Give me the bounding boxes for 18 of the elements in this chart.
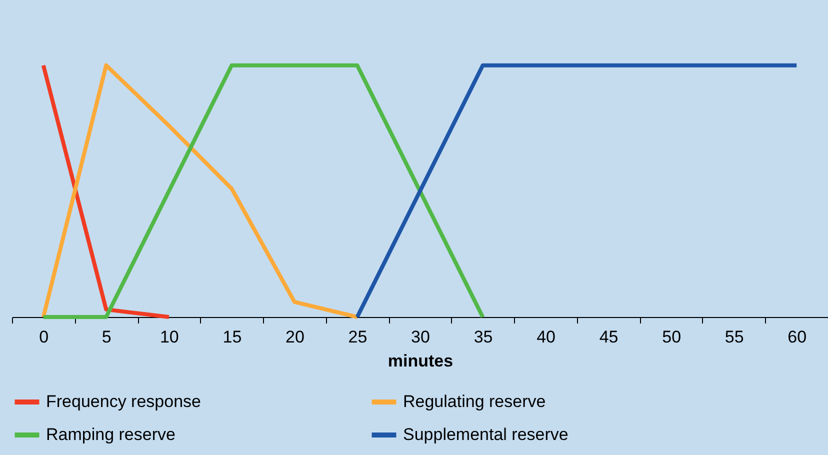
x-tick-label: 20 bbox=[286, 328, 304, 346]
legend-label: Ramping reserve bbox=[46, 425, 176, 444]
x-tick-label: 50 bbox=[662, 328, 682, 346]
legend-label: Supplemental reserve bbox=[403, 425, 568, 444]
x-tick-label: 60 bbox=[788, 328, 807, 346]
x-tick-label: 25 bbox=[348, 328, 368, 346]
x-tick-label: 55 bbox=[724, 328, 744, 346]
x-tick-label: 35 bbox=[474, 328, 493, 346]
x-tick-label: 30 bbox=[411, 328, 430, 346]
x-tick-label: 15 bbox=[222, 328, 242, 346]
x-axis-title: minutes bbox=[388, 352, 454, 370]
x-tick-label: 40 bbox=[536, 328, 556, 346]
x-tick-label: 5 bbox=[102, 328, 112, 346]
legend-label: Frequency response bbox=[46, 392, 201, 411]
legend-label: Regulating reserve bbox=[403, 392, 546, 411]
x-tick-label: 0 bbox=[39, 328, 49, 346]
x-tick-label: 45 bbox=[599, 328, 618, 346]
x-tick-label: 10 bbox=[160, 328, 179, 346]
